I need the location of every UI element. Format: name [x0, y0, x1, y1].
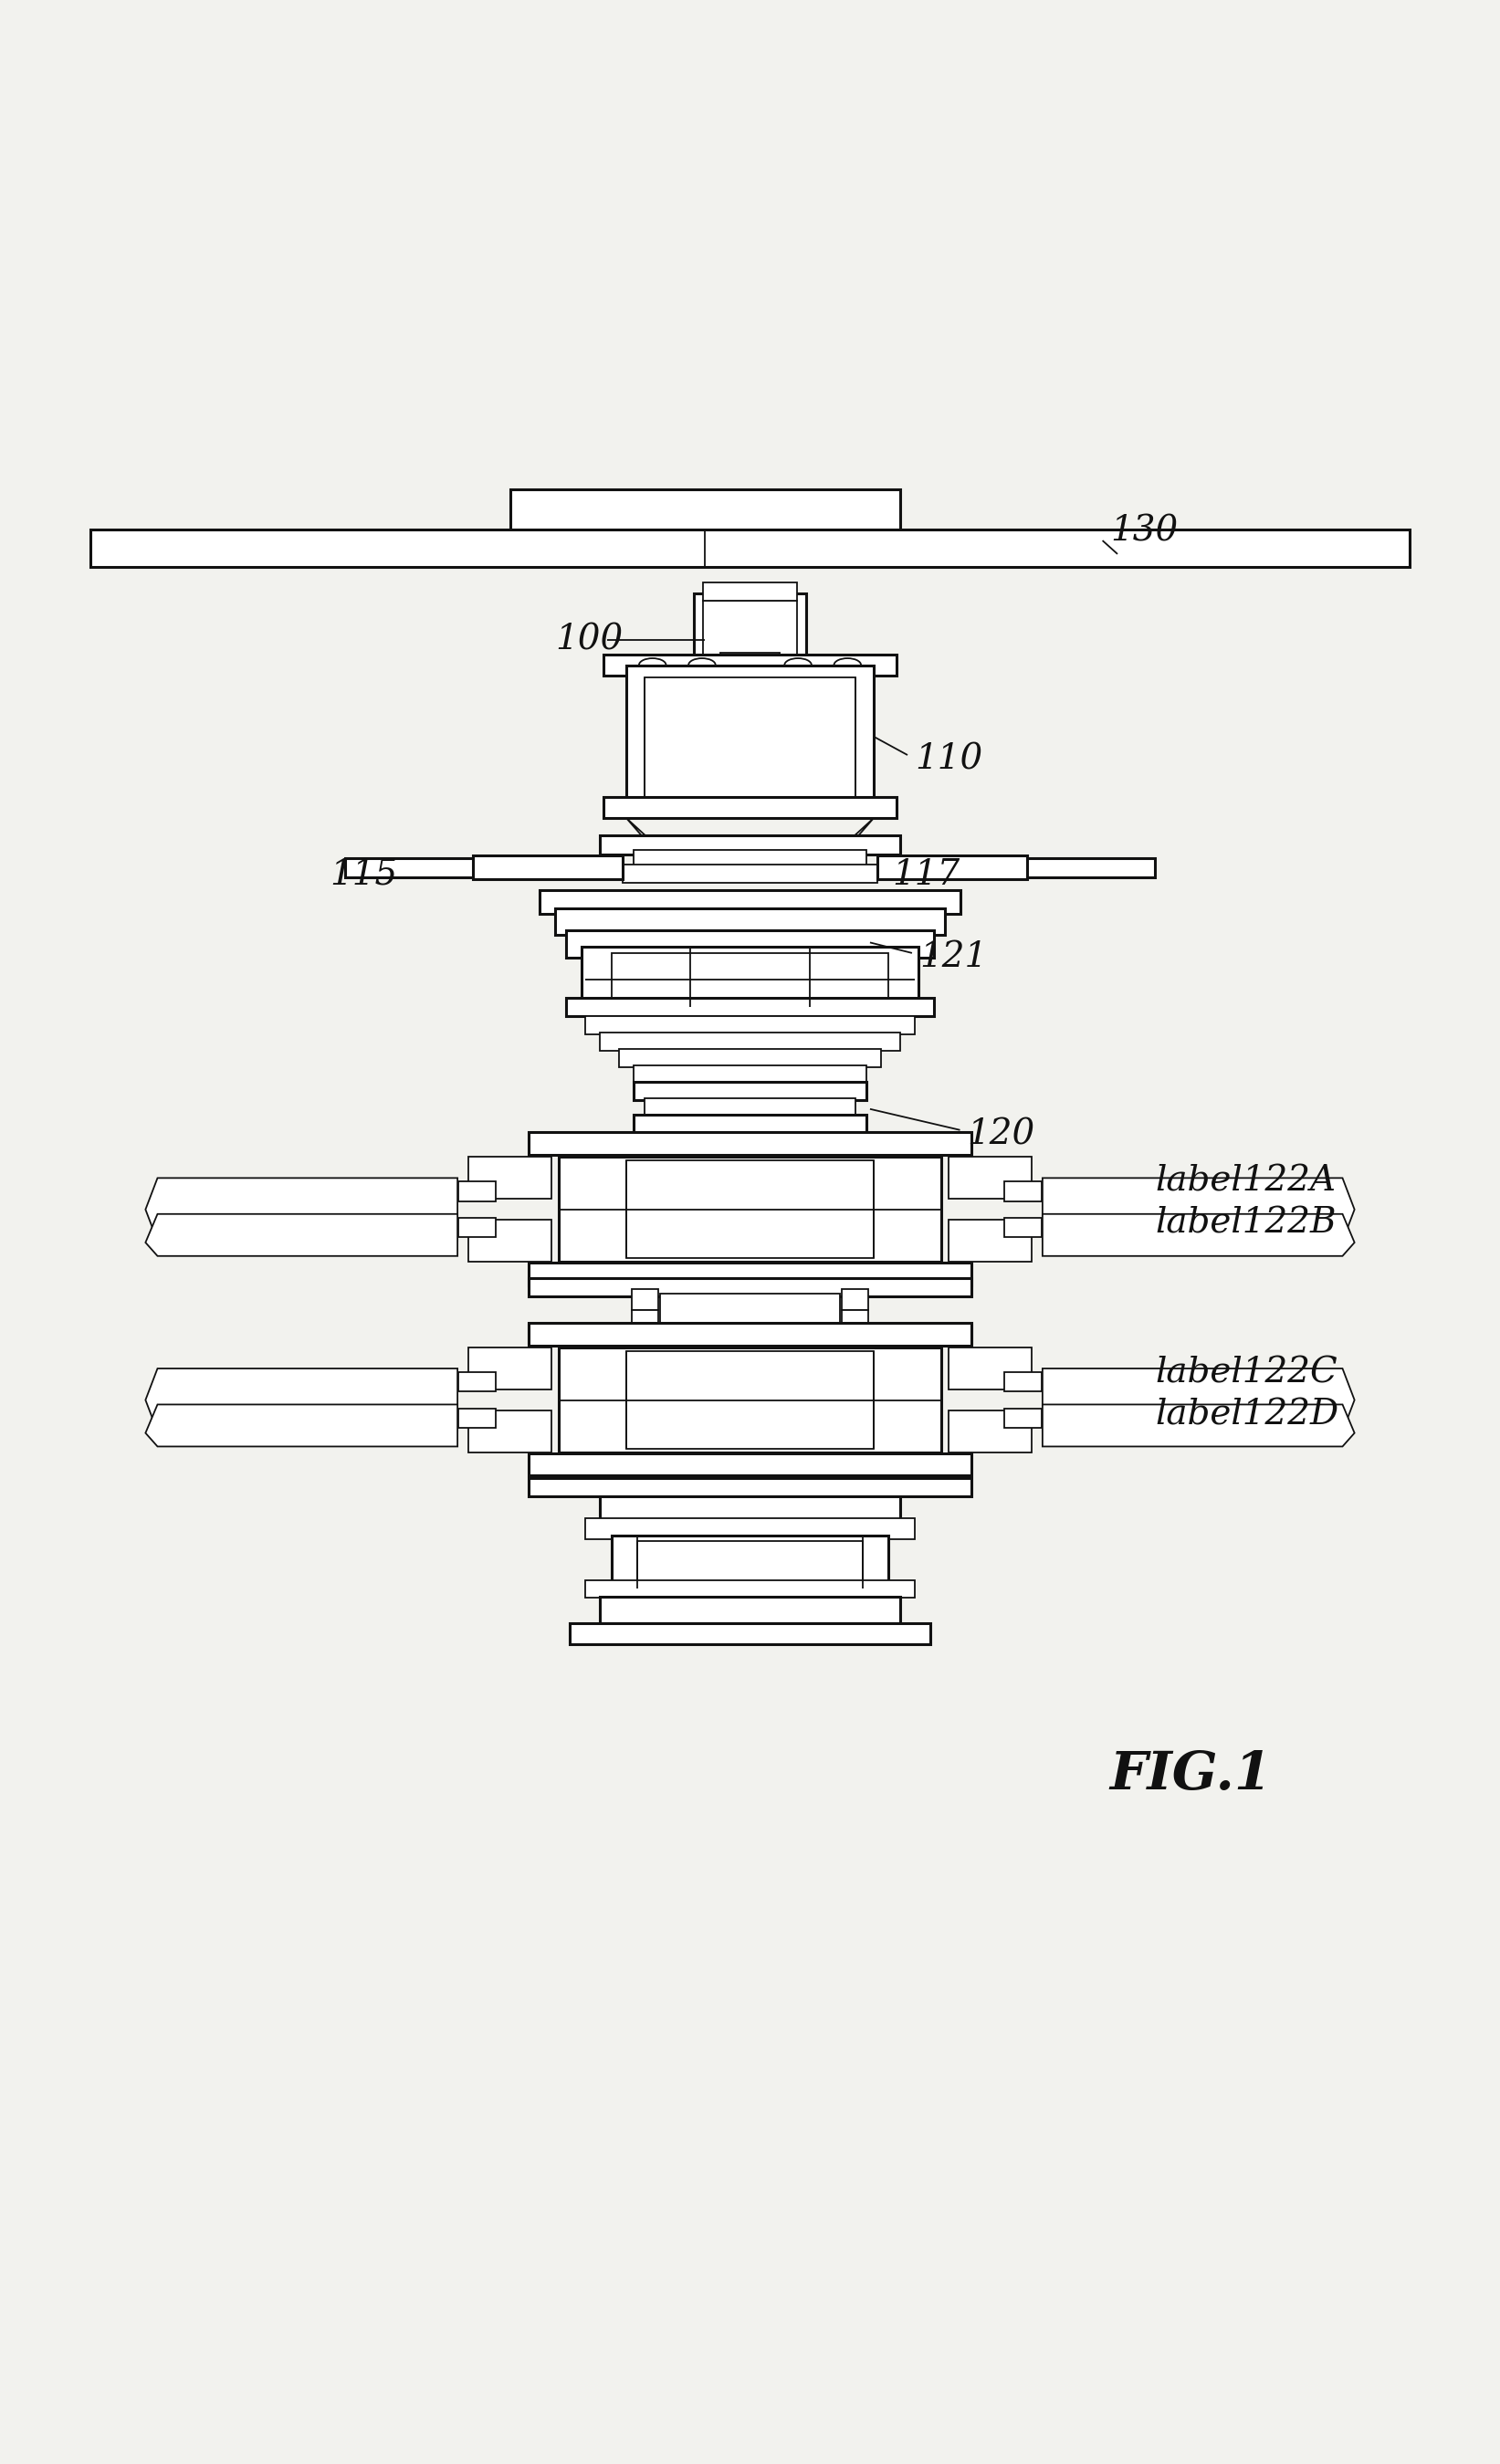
- Ellipse shape: [689, 658, 716, 673]
- Bar: [627, 1161, 874, 1259]
- Bar: [635, 1116, 867, 1133]
- Bar: [600, 1032, 900, 1050]
- Bar: [842, 1289, 868, 1311]
- Bar: [645, 1099, 855, 1116]
- Bar: [638, 1540, 862, 1582]
- Bar: [472, 855, 622, 880]
- Ellipse shape: [639, 658, 666, 673]
- Ellipse shape: [784, 658, 812, 673]
- Bar: [1005, 1409, 1042, 1427]
- Polygon shape: [1042, 1215, 1355, 1257]
- Bar: [560, 1158, 942, 1262]
- Bar: [1028, 857, 1155, 877]
- Bar: [1005, 1183, 1042, 1202]
- Bar: [627, 1350, 874, 1449]
- Bar: [90, 530, 1410, 567]
- Bar: [612, 954, 888, 1000]
- Bar: [567, 931, 933, 958]
- Bar: [950, 1409, 1032, 1451]
- Text: 110: 110: [915, 742, 982, 776]
- Bar: [459, 1183, 495, 1202]
- Bar: [702, 582, 798, 601]
- Bar: [635, 1064, 867, 1084]
- Bar: [459, 1372, 495, 1392]
- Bar: [635, 850, 867, 870]
- Bar: [603, 655, 895, 675]
- Bar: [632, 1311, 659, 1331]
- Bar: [530, 1454, 972, 1476]
- Bar: [530, 1262, 972, 1286]
- Bar: [530, 1133, 972, 1156]
- Bar: [585, 1579, 915, 1599]
- Bar: [702, 601, 798, 685]
- Text: label122C: label122C: [1155, 1355, 1338, 1390]
- Polygon shape: [1042, 1404, 1355, 1446]
- Bar: [618, 1050, 880, 1067]
- Bar: [600, 1496, 900, 1520]
- Bar: [612, 1535, 888, 1589]
- Bar: [600, 1597, 900, 1624]
- Text: 121: 121: [920, 941, 987, 973]
- Bar: [585, 1518, 915, 1540]
- Bar: [530, 1279, 972, 1296]
- Bar: [635, 1082, 867, 1099]
- Bar: [555, 909, 945, 934]
- Bar: [950, 1348, 1032, 1390]
- Text: label122B: label122B: [1155, 1205, 1336, 1239]
- Text: label122D: label122D: [1155, 1397, 1338, 1432]
- Bar: [468, 1158, 552, 1200]
- Text: 130: 130: [1110, 515, 1178, 549]
- Bar: [540, 890, 960, 914]
- Bar: [645, 678, 855, 796]
- Text: 115: 115: [330, 857, 398, 892]
- Polygon shape: [627, 818, 653, 848]
- Bar: [950, 1158, 1032, 1200]
- Bar: [627, 665, 874, 808]
- Polygon shape: [146, 1178, 458, 1242]
- Bar: [950, 1220, 1032, 1262]
- Polygon shape: [1042, 1178, 1355, 1242]
- Polygon shape: [146, 1368, 458, 1432]
- Bar: [345, 857, 473, 877]
- Bar: [530, 1323, 972, 1345]
- Ellipse shape: [834, 658, 861, 673]
- Text: 120: 120: [968, 1119, 1035, 1151]
- Bar: [468, 1220, 552, 1262]
- Polygon shape: [146, 1215, 458, 1257]
- Bar: [459, 1217, 495, 1237]
- Bar: [878, 855, 1028, 880]
- Text: 117: 117: [892, 857, 960, 892]
- Polygon shape: [1042, 1368, 1355, 1432]
- Bar: [603, 796, 895, 818]
- Bar: [530, 1478, 972, 1496]
- Polygon shape: [848, 818, 873, 848]
- Bar: [570, 1624, 930, 1643]
- Bar: [585, 1015, 915, 1035]
- Bar: [582, 946, 918, 1008]
- Bar: [632, 1289, 659, 1311]
- Bar: [720, 653, 780, 675]
- Text: 100: 100: [555, 623, 622, 655]
- Bar: [660, 1294, 840, 1326]
- Bar: [1005, 1372, 1042, 1392]
- Polygon shape: [146, 1404, 458, 1446]
- Bar: [693, 594, 807, 692]
- Text: FIG.1: FIG.1: [1110, 1749, 1272, 1801]
- Text: label122A: label122A: [1155, 1163, 1336, 1198]
- Bar: [468, 1348, 552, 1390]
- Bar: [530, 1326, 972, 1343]
- Bar: [1005, 1217, 1042, 1237]
- Bar: [710, 678, 792, 690]
- Bar: [567, 998, 933, 1015]
- Bar: [510, 490, 900, 552]
- Bar: [842, 1311, 868, 1331]
- Bar: [560, 1348, 942, 1451]
- Bar: [459, 1409, 495, 1427]
- Bar: [468, 1409, 552, 1451]
- Bar: [622, 865, 878, 882]
- Bar: [600, 835, 900, 855]
